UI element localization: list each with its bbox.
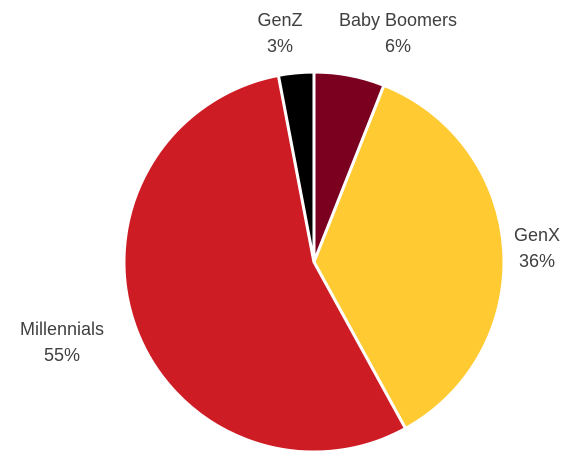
slice-label-genz: GenZ xyxy=(257,10,302,30)
slice-label-genx: GenX xyxy=(514,225,560,245)
slice-value-millennials: 55% xyxy=(44,345,80,365)
slice-value-baby-boomers: 6% xyxy=(385,36,411,56)
slice-value-genz: 3% xyxy=(267,36,293,56)
pie-labels: Baby Boomers 6% GenX 36% Millennials 55% GenZ 3… xyxy=(20,10,560,365)
slice-value-genx: 36% xyxy=(519,251,555,271)
pie-slice-millennials xyxy=(122,73,408,453)
slice-label-millennials: Millennials xyxy=(20,319,104,339)
pie-slice-genx xyxy=(312,83,506,430)
slice-label-baby-boomers: Baby Boomers xyxy=(339,10,457,30)
pie-slice-genz xyxy=(276,70,316,264)
pie-slices xyxy=(122,70,506,453)
